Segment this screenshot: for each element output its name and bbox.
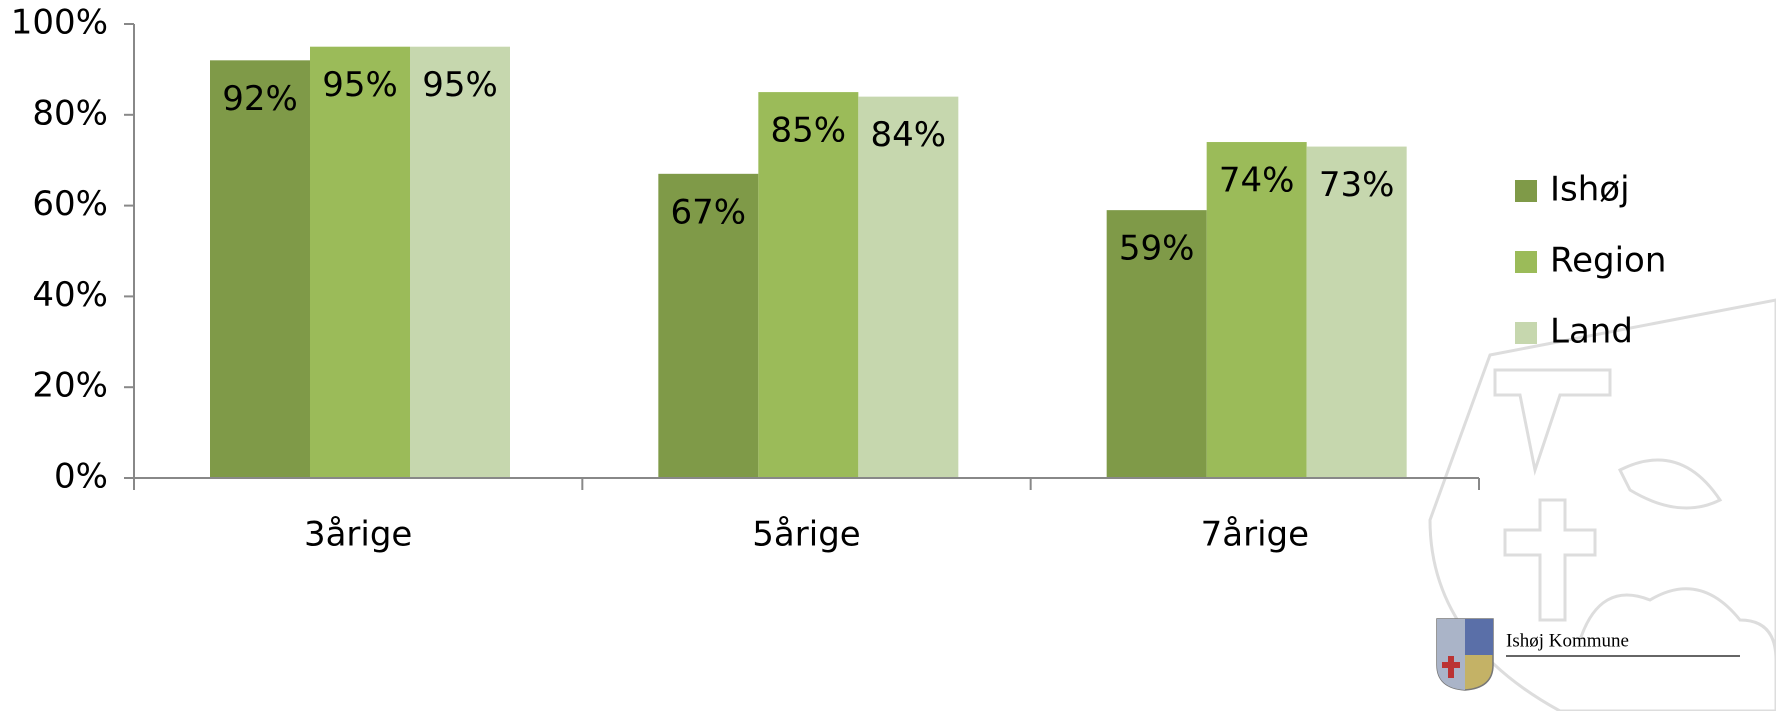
- value-label: 67%: [671, 192, 747, 232]
- value-label: 92%: [222, 79, 298, 119]
- x-tick-label: 3årige: [304, 515, 412, 555]
- logo-text: Ishøj Kommune: [1506, 630, 1629, 651]
- legend-label: Region: [1550, 241, 1666, 281]
- bar: [858, 96, 959, 478]
- logo: Ishøj Kommune: [1436, 618, 1740, 691]
- y-tick-label: 60%: [32, 184, 108, 224]
- y-tick-label: 40%: [32, 275, 108, 315]
- x-tick-label: 5årige: [752, 515, 860, 555]
- bar: [1206, 142, 1307, 479]
- value-label: 85%: [771, 111, 847, 151]
- legend-swatch: [1515, 251, 1537, 273]
- legend-swatch: [1515, 322, 1537, 344]
- value-label: 84%: [871, 115, 947, 155]
- legend-label: Ishøj: [1550, 170, 1630, 210]
- legend-label: Land: [1550, 312, 1633, 352]
- bar: [410, 46, 510, 478]
- bar: [1106, 210, 1207, 478]
- bar: [758, 92, 859, 478]
- y-tick-label: 100%: [11, 3, 108, 43]
- y-tick-label: 80%: [32, 93, 108, 133]
- y-tick-label: 20%: [32, 366, 108, 406]
- bar: [1306, 146, 1407, 478]
- value-label: 95%: [322, 65, 398, 105]
- bar: [210, 60, 310, 478]
- bar: [658, 173, 759, 478]
- value-label: 74%: [1219, 161, 1295, 201]
- value-label: 95%: [422, 65, 498, 105]
- legend-swatch: [1515, 180, 1537, 202]
- value-label: 73%: [1319, 165, 1395, 205]
- value-label: 59%: [1119, 229, 1195, 269]
- x-tick-label: 7årige: [1201, 515, 1309, 555]
- y-tick-label: 0%: [54, 457, 108, 497]
- bar: [310, 46, 410, 478]
